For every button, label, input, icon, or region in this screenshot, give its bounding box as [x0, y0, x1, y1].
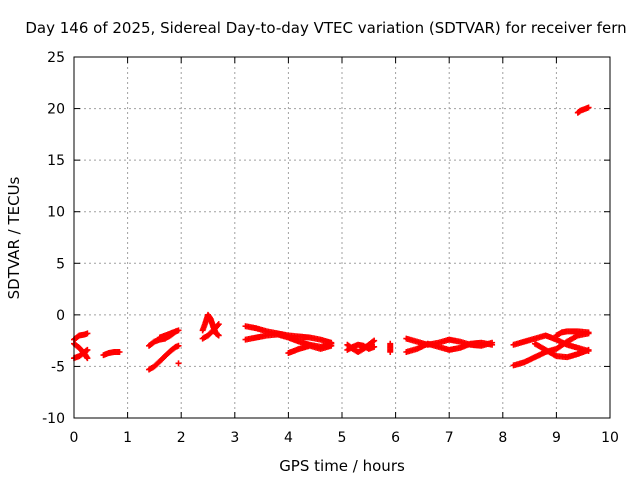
chart-title: Day 146 of 2025, Sidereal Day-to-day VTE… — [25, 19, 626, 37]
y-axis-label: SDTVAR / TECUs — [5, 176, 23, 299]
x-tick-label: 3 — [230, 430, 239, 446]
x-axis-ticks: 0 1 2 3 4 5 6 7 8 9 10 — [70, 57, 619, 446]
x-tick-label: 8 — [498, 430, 507, 446]
x-tick-label: 9 — [552, 430, 561, 446]
data-point — [84, 330, 91, 337]
data-point — [585, 346, 592, 353]
data-point — [371, 343, 378, 350]
data-point — [172, 328, 179, 335]
data-point — [387, 348, 394, 355]
x-tick-label: 4 — [284, 430, 293, 446]
y-tick-label: 25 — [47, 50, 65, 66]
x-tick-label: 0 — [70, 430, 79, 446]
grid — [74, 57, 610, 418]
data-point — [585, 104, 592, 111]
data-point — [84, 355, 91, 362]
x-axis-label: GPS time / hours — [279, 457, 405, 475]
x-tick-label: 2 — [177, 430, 186, 446]
data-point — [328, 342, 335, 349]
data-point — [175, 360, 182, 367]
y-tick-label: 15 — [47, 153, 65, 169]
x-tick-label: 7 — [445, 430, 454, 446]
x-tick-label: 1 — [123, 430, 132, 446]
y-tick-label: 20 — [47, 102, 65, 118]
y-tick-label: -5 — [51, 359, 65, 375]
data-marks — [71, 104, 592, 373]
data-point — [371, 337, 378, 344]
x-tick-label: 6 — [391, 430, 400, 446]
data-point — [214, 322, 221, 329]
x-tick-label: 5 — [338, 430, 347, 446]
data-point — [84, 346, 91, 353]
y-tick-label: 10 — [47, 205, 65, 221]
y-tick-label: 0 — [56, 308, 65, 324]
data-point — [489, 341, 496, 348]
data-point — [116, 348, 123, 355]
y-tick-label: 5 — [56, 256, 65, 272]
x-tick-label: 10 — [601, 430, 619, 446]
data-point — [175, 342, 182, 349]
y-axis-ticks: -10 -5 0 5 10 15 20 25 — [42, 50, 610, 427]
data-point — [370, 338, 377, 345]
data-point — [215, 332, 222, 339]
data-point — [215, 321, 222, 328]
data-point — [585, 329, 592, 336]
y-tick-label: -10 — [42, 411, 65, 427]
